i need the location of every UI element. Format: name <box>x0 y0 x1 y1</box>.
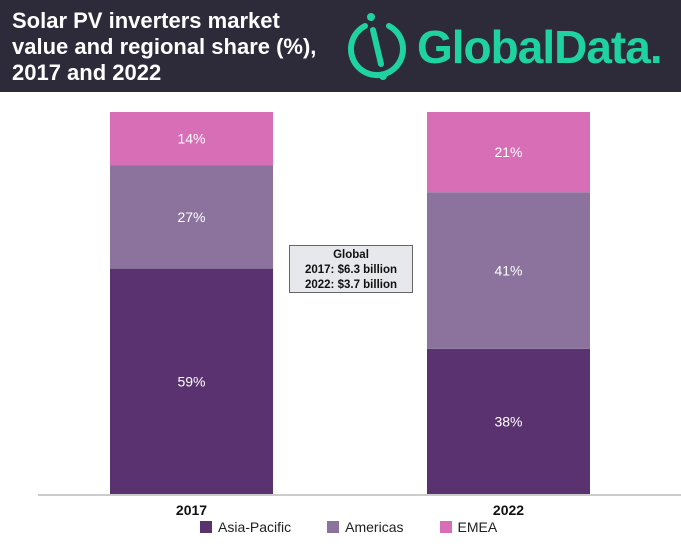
globaldata-logo-icon <box>348 13 406 80</box>
legend-swatch <box>200 521 212 533</box>
annotation-line: 2017: $6.3 billion <box>304 264 398 276</box>
title-line: 2017 and 2022 <box>12 60 162 85</box>
legend-swatch <box>327 521 340 533</box>
annotation-line: 2022: $3.7 billion <box>304 279 398 291</box>
bar-segment <box>427 112 590 193</box>
legend-item: Asia-Pacific <box>200 519 291 535</box>
annotation-line: Global <box>333 249 369 261</box>
bar-segment <box>110 112 273 166</box>
bar-segment <box>110 268 273 494</box>
x-tick-label: 2022 <box>493 502 524 518</box>
x-tick-label: 2017 <box>176 502 207 518</box>
title-line: Solar PV inverters market <box>12 8 280 33</box>
chart-title: Solar PV inverters market value and regi… <box>12 8 332 86</box>
bar-segment <box>427 348 590 494</box>
legend-item: EMEA <box>439 519 498 535</box>
header: Solar PV inverters market value and regi… <box>0 0 681 92</box>
data-label: 21% <box>494 144 522 160</box>
data-label: 14% <box>177 131 205 147</box>
data-label: 38% <box>494 413 522 429</box>
logo-text: GlobalData. <box>417 21 663 73</box>
data-label: 59% <box>177 373 205 389</box>
bar-segment <box>427 192 590 349</box>
title-line: value and regional share (%), <box>12 34 317 59</box>
data-label: 41% <box>494 263 522 279</box>
legend-swatch <box>439 521 452 533</box>
data-label: 27% <box>177 209 205 225</box>
stacked-bar-chart: 59% 27% 14% 2017 38% 41% 21% 2022 <box>38 112 681 518</box>
globaldata-logo: GlobalData. <box>345 12 663 82</box>
global-value-annotation: Global 2017: $6.3 billion 2022: $3.7 bil… <box>289 245 413 293</box>
bar-segment <box>110 165 273 269</box>
legend-item: Americas <box>327 519 404 535</box>
legend-label: Asia-Pacific <box>218 519 292 535</box>
legend-label: Americas <box>345 519 404 535</box>
legend: Asia-Pacific Americas EMEA <box>200 519 497 535</box>
legend-label: EMEA <box>457 519 498 535</box>
